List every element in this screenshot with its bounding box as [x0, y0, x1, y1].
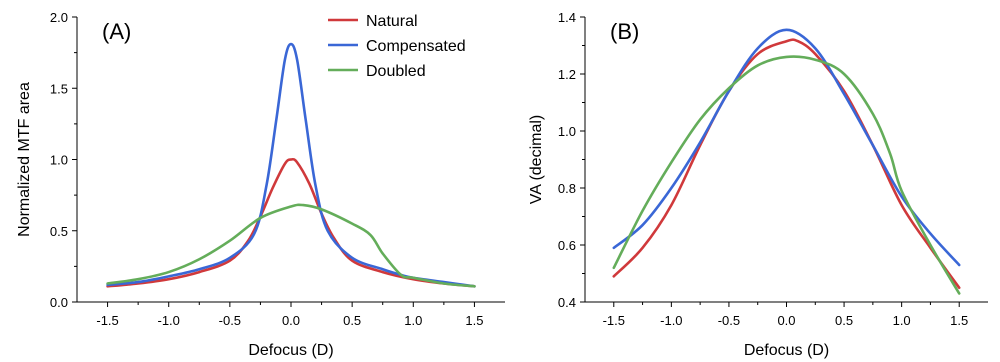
series-line-doubled — [106, 203, 476, 288]
x-tick-label: -0.5 — [718, 313, 740, 328]
y-tick-label: 0.4 — [558, 295, 576, 310]
x-axis-label: Defocus (D) — [744, 342, 829, 359]
y-tick-label: 1.2 — [558, 67, 576, 82]
panel-label: (B) — [610, 19, 639, 44]
series-line-natural — [106, 157, 476, 288]
x-tick-label: -1.0 — [660, 313, 682, 328]
series-line-compensated — [106, 42, 476, 288]
x-tick-label: 1.5 — [465, 313, 483, 328]
y-tick-label: 0.0 — [50, 295, 68, 310]
x-tick-label: 0.5 — [835, 313, 853, 328]
y-tick-label: 1.0 — [558, 124, 576, 139]
y-tick-label: 1.0 — [50, 153, 68, 168]
x-axis-label: Defocus (D) — [248, 342, 333, 359]
series-line-natural — [612, 38, 961, 290]
x-tick-label: -1.5 — [603, 313, 625, 328]
y-tick-label: 1.5 — [50, 81, 68, 96]
legend: Natural Compensated Doubled — [328, 13, 466, 80]
series-line-doubled — [612, 55, 961, 295]
series-line-compensated — [612, 28, 961, 267]
y-tick-label: 0.5 — [50, 224, 68, 239]
y-axis-label: VA (decimal) — [528, 115, 545, 205]
panel-a: -1.5 -1.0 -0.5 0.0 0.5 1.0 1.5 0.0 0.5 1.0 1.5 2.0 D… — [16, 10, 505, 359]
y-tick-label: 2.0 — [50, 10, 68, 25]
panel-b: -1.5 -1.0 -0.5 0.0 0.5 1.0 1.5 0.4 0.6 0.8 1.0 1.2 1… — [528, 10, 988, 359]
panel-label: (A) — [102, 19, 131, 44]
x-tick-label: 0.0 — [282, 313, 300, 328]
x-tick-label: 0.0 — [777, 313, 795, 328]
x-tick-label: 1.0 — [404, 313, 422, 328]
legend-label: Doubled — [366, 63, 426, 80]
y-tick-label: 0.6 — [558, 238, 576, 253]
x-tick-label: 0.5 — [343, 313, 361, 328]
y-tick-label: 0.8 — [558, 181, 576, 196]
x-tick-label: -0.5 — [219, 313, 241, 328]
y-tick-label: 1.4 — [558, 10, 576, 25]
x-tick-label: -1.0 — [158, 313, 180, 328]
x-tick-label: 1.5 — [950, 313, 968, 328]
y-axis-label: Normalized MTF area — [16, 82, 33, 237]
x-tick-label: 1.0 — [893, 313, 911, 328]
legend-label: Natural — [366, 13, 418, 30]
x-tick-label: -1.5 — [96, 313, 118, 328]
legend-label: Compensated — [366, 38, 466, 55]
